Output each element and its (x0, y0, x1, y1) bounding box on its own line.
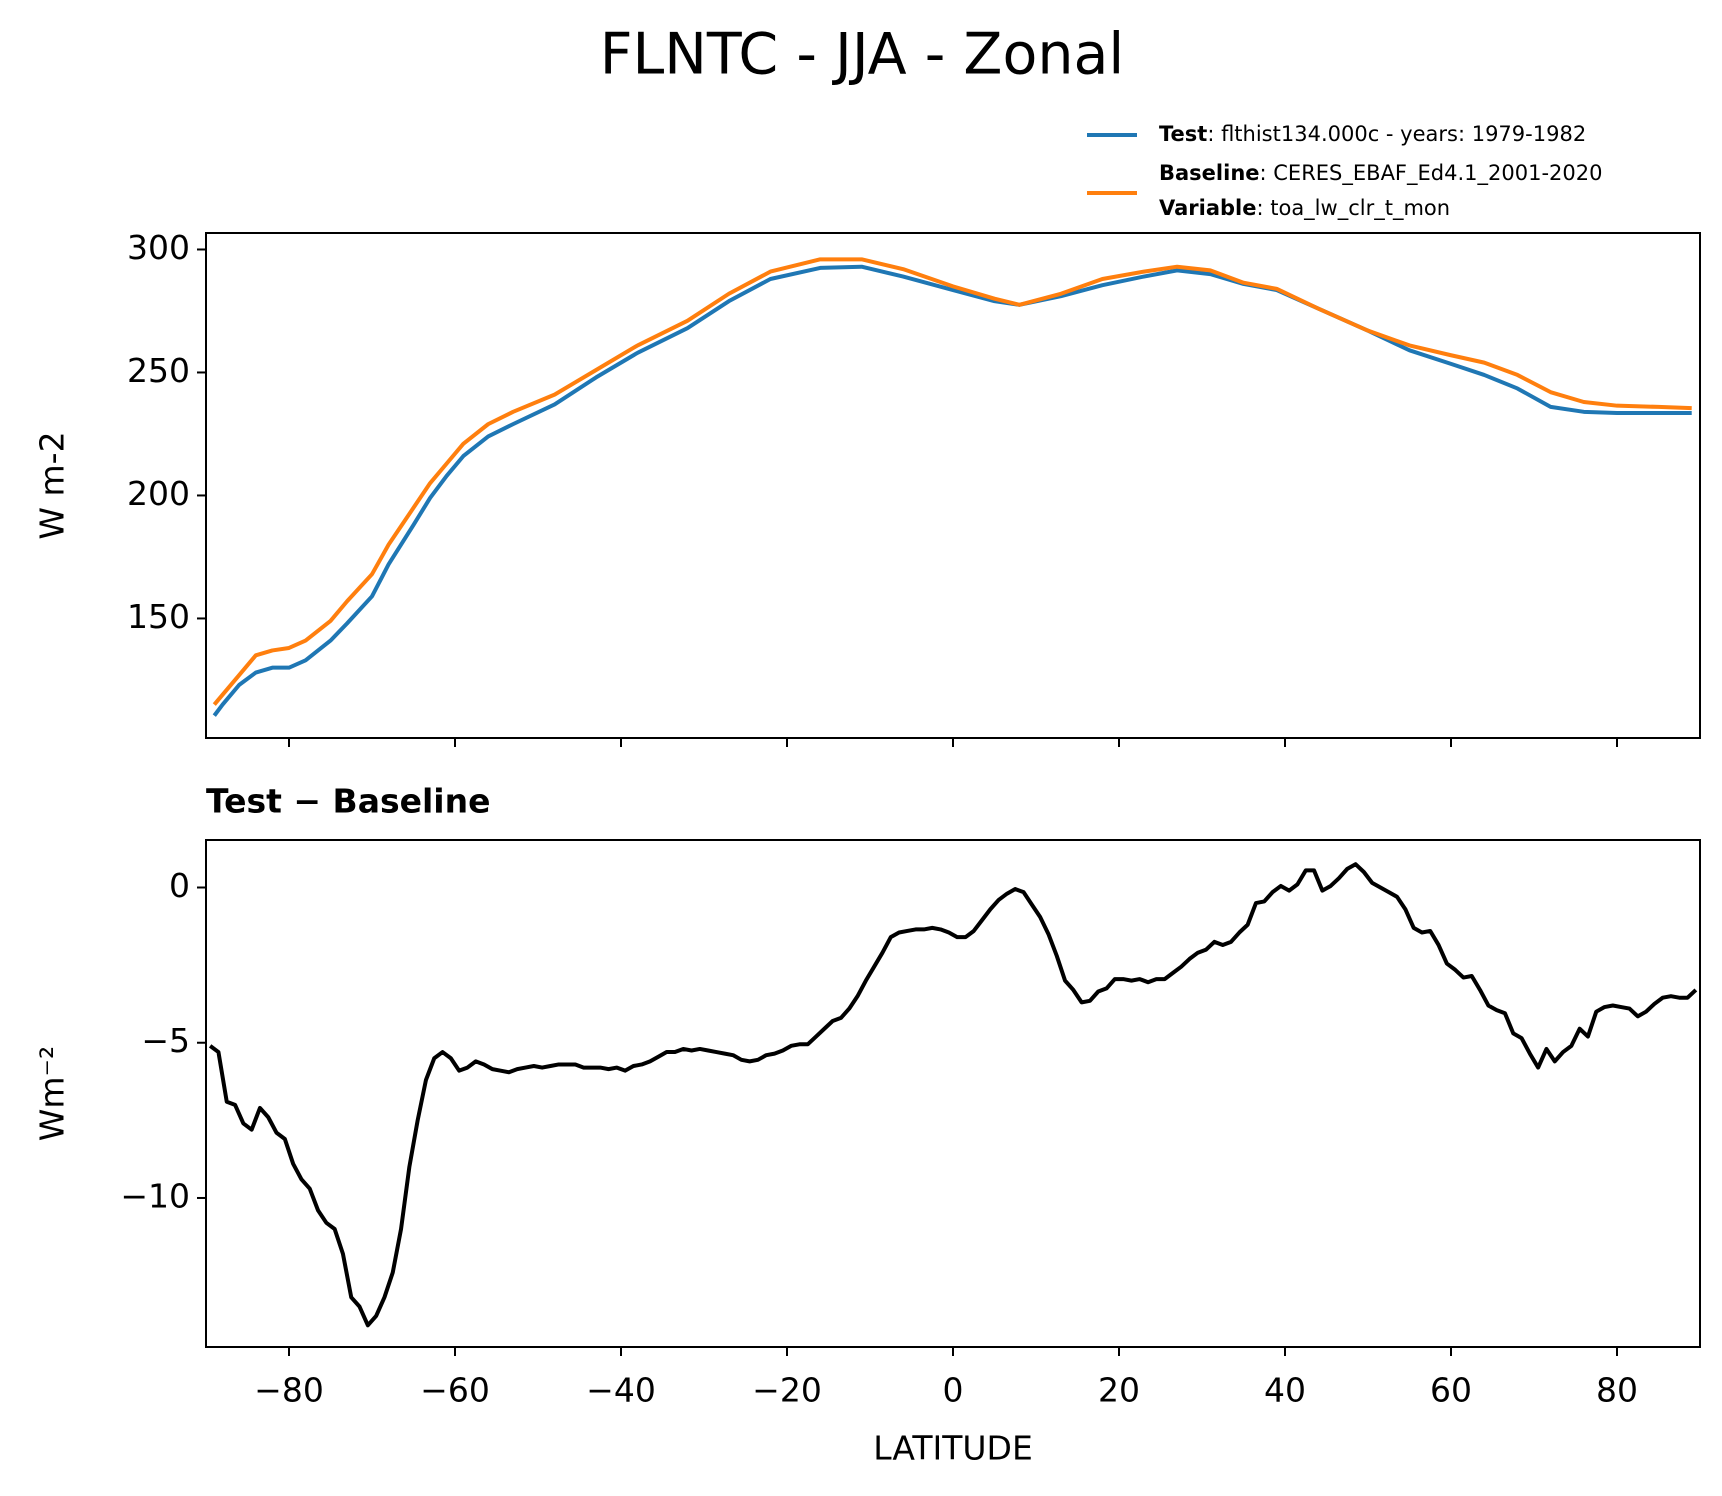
legend-entry: Baseline: CERES_EBAF_Ed4.1_2001-2020 (1159, 161, 1602, 186)
y-tick-label: 200 (127, 474, 190, 513)
figure-title: FLNTC - JJA - Zonal (600, 22, 1125, 88)
legend-entry: Variable: toa_lw_clr_t_mon (1159, 196, 1450, 221)
legend-description: : flthist134.000c - years: 1979-1982 (1207, 122, 1586, 146)
y-tick-label: 0 (169, 866, 190, 905)
y-tick-label: 250 (127, 351, 190, 390)
legend-description: : CERES_EBAF_Ed4.1_2001-2020 (1260, 161, 1603, 186)
data-line (208, 862, 1698, 1328)
x-tick-label: −20 (752, 1371, 822, 1410)
y-tick-label: −5 (141, 1021, 190, 1060)
data-line (212, 257, 1692, 706)
y-tick-label: −10 (120, 1176, 190, 1215)
x-tick-label: 40 (1264, 1371, 1306, 1410)
x-axis-label: LATITUDE (873, 1429, 1033, 1468)
legend-entry: Test: flthist134.000c - years: 1979-1982 (1159, 122, 1586, 146)
x-tick-label: 80 (1596, 1371, 1638, 1410)
x-tick-label: 60 (1430, 1371, 1472, 1410)
legend-name: Baseline (1159, 161, 1260, 185)
x-tick-label: −80 (254, 1371, 324, 1410)
x-tick-label: −60 (420, 1371, 490, 1410)
x-tick-label: 0 (943, 1371, 964, 1410)
y-axis-label: Wm⁻² (33, 1046, 72, 1141)
y-axis-label: W m-2 (33, 431, 72, 539)
x-tick-label: −40 (586, 1371, 656, 1410)
legend-name: Test (1159, 122, 1207, 146)
legend-description: : toa_lw_clr_t_mon (1256, 196, 1450, 221)
data-line (212, 264, 1692, 717)
legend-name: Variable (1159, 196, 1256, 220)
panel-title: Test − Baseline (206, 782, 491, 821)
y-tick-label: 150 (127, 597, 190, 636)
y-tick-label: 300 (127, 228, 190, 267)
x-tick-label: 20 (1098, 1371, 1140, 1410)
